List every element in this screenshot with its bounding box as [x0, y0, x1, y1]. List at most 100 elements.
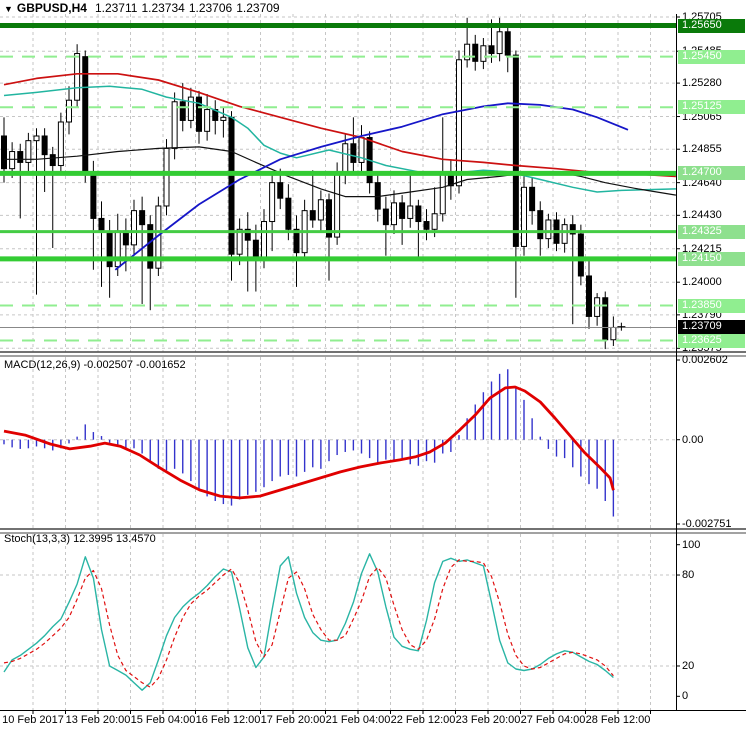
- candlesticks: [1, 17, 617, 350]
- candle-body-bull: [33, 135, 40, 142]
- price-tick-label: 1.25280: [682, 77, 722, 90]
- candle-body-bear: [285, 197, 292, 230]
- candle-body-bull: [610, 326, 617, 341]
- candle-body-bear: [512, 54, 519, 247]
- macd-histogram: [3, 369, 615, 517]
- level-price-label: 1.23850: [678, 298, 745, 313]
- candle-body-bear: [415, 205, 422, 223]
- candle-body-bear: [1, 135, 7, 170]
- price-tick-label: 1.24430: [682, 209, 722, 222]
- macd-values: -0.002507 -0.001652: [83, 359, 186, 371]
- candle-body-bear: [423, 221, 430, 230]
- date-tick-label: 23 Feb 20:00: [455, 714, 521, 726]
- candle-body-bull: [25, 140, 32, 163]
- candle-body-bear: [504, 31, 511, 56]
- date-tick-label: 13 Feb 20:00: [65, 714, 131, 726]
- stoch-k: [3, 553, 614, 691]
- chart-title: ▼ GBPUSD,H4 1.23711 1.23734 1.23706 1.23709: [4, 1, 284, 15]
- price-tick-label: 1.24855: [682, 143, 722, 156]
- candle-body-bull: [439, 174, 446, 215]
- support-resistance-lines: [0, 23, 676, 342]
- candle-body-bull: [464, 43, 471, 61]
- candle-body-bear: [537, 210, 544, 240]
- candle-body-bear: [49, 154, 56, 167]
- date-tick-label: 21 Feb 04:00: [325, 714, 391, 726]
- date-tick-label: 15 Feb 04:00: [130, 714, 196, 726]
- overlay-ma-blue: [114, 102, 629, 271]
- candle-body-bull: [74, 53, 81, 101]
- stoch-tick-label: 80: [682, 569, 695, 582]
- overlay-ma-red: [3, 72, 676, 178]
- stoch-indicator-label: Stoch(13,3,3) 12.3995 13.4570: [4, 533, 156, 545]
- candle-body-bull: [407, 205, 414, 219]
- macd-tick-label: -0.002751: [682, 518, 732, 530]
- symbol-dropdown-icon[interactable]: ▼: [4, 4, 13, 14]
- level-price-label: 1.25125: [678, 100, 745, 115]
- candle-body-bull: [545, 219, 552, 240]
- candle-body-bull: [163, 147, 170, 207]
- candle-body-bull: [220, 116, 227, 121]
- candle-body-bear: [293, 228, 300, 254]
- candle-body-bull: [594, 297, 601, 317]
- ma-red-line: [3, 72, 676, 178]
- candle-body-bear: [569, 224, 576, 235]
- candle-body-bull: [456, 59, 462, 187]
- candle-body-bull: [204, 109, 211, 132]
- stoch-tick-label: 0: [682, 690, 689, 703]
- candle-body-bull: [261, 221, 267, 261]
- stoch-tick-label: 100: [682, 538, 701, 551]
- macd-tick-label: 0.00: [682, 433, 704, 446]
- ma-blue-line: [114, 102, 629, 271]
- candle-body-bull: [431, 213, 438, 230]
- symbol-label: GBPUSD,H4: [16, 1, 87, 15]
- date-tick-label: 10 Feb 2017: [2, 714, 64, 726]
- candle-body-bull: [66, 99, 72, 123]
- date-tick-label: 28 Feb 12:00: [585, 714, 651, 726]
- level-price-label: 1.24325: [678, 224, 745, 239]
- candle-body-bear: [41, 135, 48, 156]
- candle-body-bear: [139, 210, 146, 226]
- candle-body-bull: [57, 121, 64, 167]
- macd-indicator-label: MACD(12,26,9) -0.002507 -0.001652: [4, 359, 186, 371]
- candle-body-bear: [277, 182, 284, 199]
- close-value: 1.23709: [236, 1, 280, 15]
- high-value: 1.23734: [141, 1, 185, 15]
- candle-body-bear: [17, 151, 24, 163]
- candle-body-bull: [391, 202, 397, 226]
- candle-body-bear: [326, 199, 332, 238]
- candle-body-bull: [236, 228, 243, 255]
- level-price-label: 1.23625: [678, 333, 745, 348]
- level-price-label: 1.25450: [678, 49, 745, 64]
- candle-body-bull: [171, 101, 178, 149]
- current-price-label: 1.23709: [678, 320, 745, 335]
- panel-separators: [0, 14, 746, 714]
- stoch-d: [3, 559, 614, 688]
- candle-body-bull: [521, 186, 527, 247]
- low-value: 1.23706: [188, 1, 233, 15]
- overlay-ma-teal: [3, 85, 676, 193]
- stoch-name: Stoch(13,3,3): [4, 533, 71, 545]
- macd-signal: [3, 385, 615, 500]
- macd-tick-label: 0.002602: [682, 354, 728, 366]
- candle-body-bull: [496, 31, 503, 55]
- stoch-values: 12.3995 13.4570: [73, 533, 156, 545]
- candle-body-bear: [382, 208, 389, 226]
- candle-body-bear: [529, 186, 536, 212]
- candle-body-bear: [309, 210, 316, 221]
- candle-body-bear: [399, 202, 406, 219]
- level-price-label: 1.25650: [678, 18, 745, 33]
- candle-body-bear: [586, 275, 592, 317]
- candle-body-bull: [317, 199, 324, 221]
- candle-body-bear: [472, 43, 479, 62]
- candle-body-bear: [488, 45, 495, 55]
- candle-body-bear: [577, 233, 584, 277]
- candle-body-bull: [131, 210, 137, 246]
- level-price-label: 1.24700: [678, 166, 745, 181]
- stoch-d-line: [3, 559, 614, 688]
- price-cursor: [617, 322, 626, 331]
- candle-body-bear: [602, 297, 609, 341]
- stoch-tick-label: 20: [682, 659, 695, 672]
- ma-teal-line: [3, 85, 676, 193]
